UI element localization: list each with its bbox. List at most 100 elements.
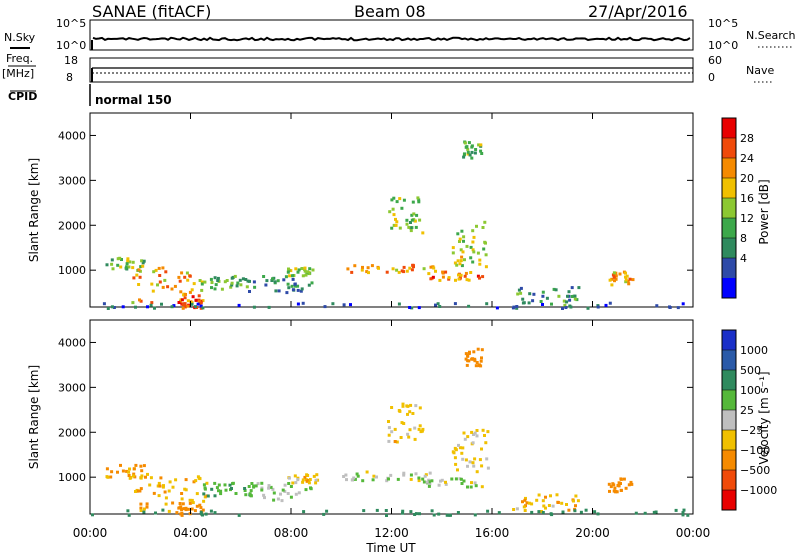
velocity-cell xyxy=(474,364,478,368)
power-cell xyxy=(397,270,401,274)
velocity-cell xyxy=(342,475,346,478)
velocity-cell xyxy=(396,477,400,481)
velocity-cell xyxy=(105,475,109,479)
y-tick-label: 1000 xyxy=(58,471,86,484)
power-cell xyxy=(132,276,136,280)
velocity-cell xyxy=(427,480,431,484)
power-cell xyxy=(253,285,257,289)
colorbar-tick-label: 4 xyxy=(740,252,747,265)
power-cell xyxy=(297,268,301,272)
power-cell xyxy=(519,286,523,290)
velocity-cell xyxy=(409,510,413,514)
colorbar-tick-label: 16 xyxy=(740,192,754,205)
power-cell xyxy=(252,280,256,284)
power-cell xyxy=(604,303,608,307)
velocity-cell xyxy=(424,473,428,477)
power-cell xyxy=(367,271,370,275)
power-cell xyxy=(624,280,628,284)
power-cell xyxy=(178,279,182,283)
power-cell xyxy=(190,288,194,292)
velocity-cell xyxy=(549,494,552,498)
velocity-cell xyxy=(190,498,194,502)
velocity-cell xyxy=(619,488,623,492)
power-cell xyxy=(287,267,290,271)
velocity-cell xyxy=(466,464,469,468)
power-cell xyxy=(405,222,409,226)
velocity-cell xyxy=(384,509,388,512)
power-cell xyxy=(466,147,470,151)
velocity-cell xyxy=(296,478,300,482)
velocity-cell xyxy=(139,464,143,468)
velocity-cell xyxy=(402,473,406,477)
velocity-cell xyxy=(316,478,320,482)
colorbar-segment xyxy=(722,330,736,351)
power-cell xyxy=(532,292,536,296)
velocity-cell xyxy=(119,463,122,467)
velocity-cell xyxy=(127,470,131,474)
power-cell xyxy=(139,265,143,269)
power-cell xyxy=(455,263,459,267)
velocity-cell xyxy=(315,473,319,477)
power-cell xyxy=(282,278,286,282)
power-cell xyxy=(410,268,414,272)
power-cell xyxy=(216,279,220,282)
freq-label-bottom: [MHz] xyxy=(2,67,34,80)
power-cell xyxy=(158,274,162,277)
velocity-cell xyxy=(262,493,266,497)
velocity-cell xyxy=(430,509,434,513)
nsearch-tick-top: 10^5 xyxy=(708,17,738,30)
power-cell xyxy=(213,276,217,280)
power-cell xyxy=(545,296,549,300)
velocity-cell xyxy=(454,462,458,466)
power-cell xyxy=(405,218,409,222)
power-cell xyxy=(238,278,242,282)
power-cell xyxy=(681,302,685,306)
power-cell xyxy=(214,283,218,287)
power-cell xyxy=(441,271,445,275)
velocity-cell xyxy=(171,485,175,489)
power-cell xyxy=(267,305,271,309)
power-cell xyxy=(110,258,114,262)
power-cell xyxy=(304,273,308,277)
power-cell xyxy=(192,282,196,286)
velocity-cell xyxy=(139,487,143,491)
power-cell xyxy=(164,270,168,274)
velocity-cell xyxy=(466,485,469,489)
power-cell xyxy=(390,198,394,202)
velocity-cell xyxy=(157,494,161,498)
power-cell xyxy=(301,301,305,305)
velocity-cell xyxy=(195,504,199,508)
power-cell xyxy=(186,278,190,282)
power-cell xyxy=(483,220,487,224)
power-cell xyxy=(394,217,397,221)
velocity-cell xyxy=(301,478,305,482)
velocity-cell xyxy=(198,477,202,481)
power-cell xyxy=(230,281,234,285)
velocity-cell xyxy=(475,361,479,364)
velocity-cell xyxy=(248,492,252,496)
power-cell xyxy=(431,275,435,279)
colorbar-segment xyxy=(722,470,736,491)
power-cell xyxy=(438,305,442,308)
velocity-cell xyxy=(414,472,418,476)
power-cell xyxy=(471,248,475,252)
velocity-cell xyxy=(682,508,686,512)
velocity-cell xyxy=(213,481,217,485)
power-cell xyxy=(458,262,462,266)
power-cell xyxy=(511,306,515,310)
power-cell xyxy=(482,247,486,251)
velocity-cell xyxy=(401,404,405,408)
colorbar-segment xyxy=(722,410,736,431)
power-cell xyxy=(575,298,579,302)
power-cell xyxy=(563,303,567,307)
velocity-cell xyxy=(127,513,131,517)
velocity-cell xyxy=(291,481,295,485)
power-cell xyxy=(453,261,457,265)
power-cell xyxy=(462,155,466,159)
velocity-cell xyxy=(301,480,305,484)
power-cell xyxy=(244,278,248,281)
power-cell xyxy=(463,274,467,278)
power-cell xyxy=(306,270,310,274)
velocity-data xyxy=(91,347,690,517)
power-cell xyxy=(570,295,574,298)
